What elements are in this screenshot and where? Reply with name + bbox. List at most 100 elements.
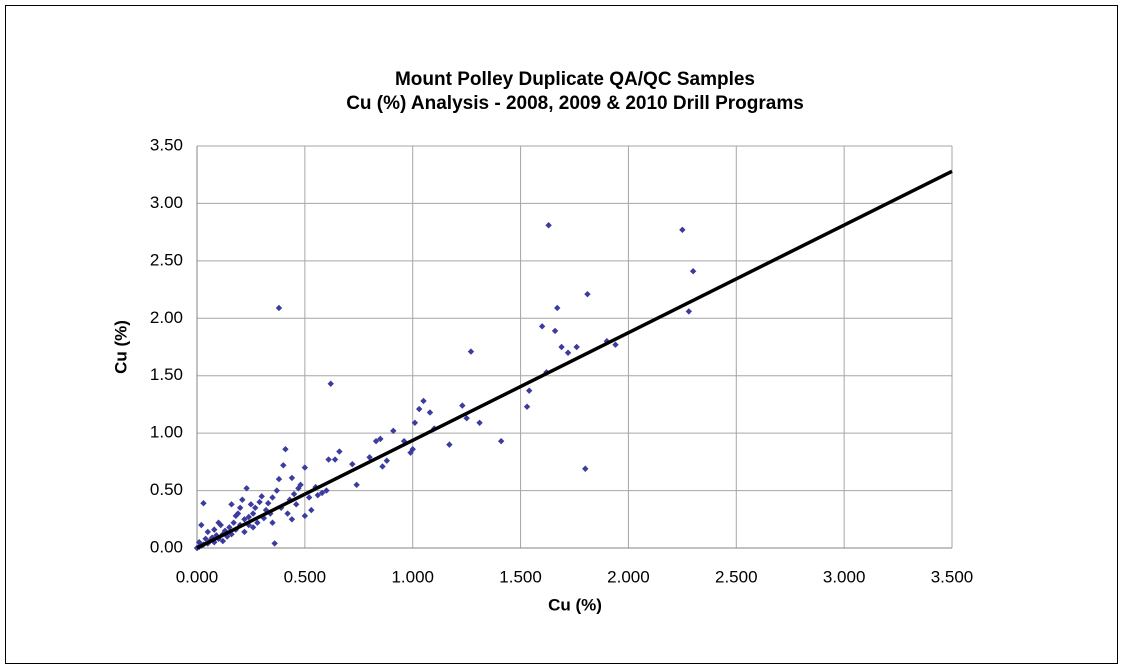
point (198, 521, 205, 529)
x-tick-label: 2.500 (715, 567, 758, 586)
point (260, 514, 268, 522)
y-axis-title: Cu (%) (111, 320, 130, 374)
point (288, 516, 296, 523)
point (476, 419, 483, 427)
point (284, 510, 291, 517)
point (256, 498, 263, 506)
point (239, 496, 246, 503)
point (275, 475, 283, 483)
x-tick-label: 2.000 (607, 567, 650, 586)
point (377, 435, 384, 443)
point (564, 349, 572, 356)
point (243, 485, 250, 492)
point (262, 506, 270, 514)
point (383, 457, 391, 464)
point (685, 308, 693, 315)
point (689, 267, 697, 275)
point (612, 341, 619, 348)
point (497, 437, 505, 445)
point (582, 465, 589, 472)
x-tick-label: 1.000 (391, 567, 434, 586)
point (331, 456, 339, 463)
point (353, 481, 360, 489)
chart-subtitle: Cu (%) Analysis - 2008, 2009 & 2010 Dril… (346, 93, 804, 114)
point (526, 387, 533, 394)
point (273, 487, 281, 494)
point (282, 446, 289, 453)
point (318, 489, 326, 497)
point (275, 304, 283, 312)
point (426, 409, 434, 416)
point (573, 343, 580, 351)
y-tick-label: 1.00 (150, 423, 183, 442)
point (232, 512, 240, 520)
point (295, 485, 302, 492)
point (221, 527, 229, 534)
point (308, 506, 315, 514)
y-tick-label: 0.00 (150, 537, 183, 556)
x-tick-label: 0.500 (284, 567, 327, 586)
point (379, 463, 386, 470)
point (288, 474, 296, 482)
trend-line (196, 169, 953, 550)
point (366, 454, 373, 461)
point (230, 519, 237, 526)
point (545, 222, 552, 229)
point (241, 516, 248, 523)
point (247, 501, 255, 508)
point (415, 405, 423, 413)
point (349, 460, 356, 468)
point (269, 494, 276, 501)
point (290, 490, 298, 498)
point (202, 535, 209, 543)
point (258, 493, 265, 500)
point (254, 519, 261, 526)
point (325, 456, 332, 463)
chart-title: Mount Polley Duplicate QA/QC Samples (395, 69, 755, 90)
point (219, 537, 227, 545)
point (204, 528, 211, 536)
point (228, 501, 235, 508)
point (195, 539, 203, 546)
point (314, 491, 321, 499)
x-tick-label: 0.000 (176, 567, 219, 586)
point (211, 526, 218, 533)
point (558, 343, 565, 351)
point (538, 323, 546, 330)
point (463, 415, 470, 422)
point (301, 512, 309, 520)
point (584, 290, 591, 298)
point (249, 510, 257, 517)
point (264, 500, 272, 507)
point (420, 397, 427, 405)
point (336, 448, 343, 455)
point (305, 494, 313, 501)
point (327, 380, 334, 387)
point (523, 403, 531, 410)
point (252, 504, 259, 511)
point (409, 446, 416, 453)
point (211, 539, 218, 546)
point (293, 501, 300, 508)
point (269, 519, 276, 526)
point (271, 540, 278, 547)
point (234, 510, 242, 517)
point (390, 427, 397, 435)
x-tick-label: 3.500 (931, 567, 974, 586)
y-tick-label: 2.50 (150, 250, 183, 269)
point (200, 500, 207, 507)
chart-border (5, 5, 1118, 664)
point (301, 464, 309, 471)
y-tick-label: 3.00 (150, 193, 183, 212)
point (323, 487, 330, 494)
point (446, 441, 453, 448)
y-tick-label: 2.00 (150, 308, 183, 327)
point (551, 327, 559, 335)
x-axis-title: Cu (%) (548, 595, 602, 614)
point (245, 513, 252, 521)
y-tick-label: 3.50 (150, 135, 183, 154)
point (467, 348, 475, 355)
point (459, 402, 466, 409)
